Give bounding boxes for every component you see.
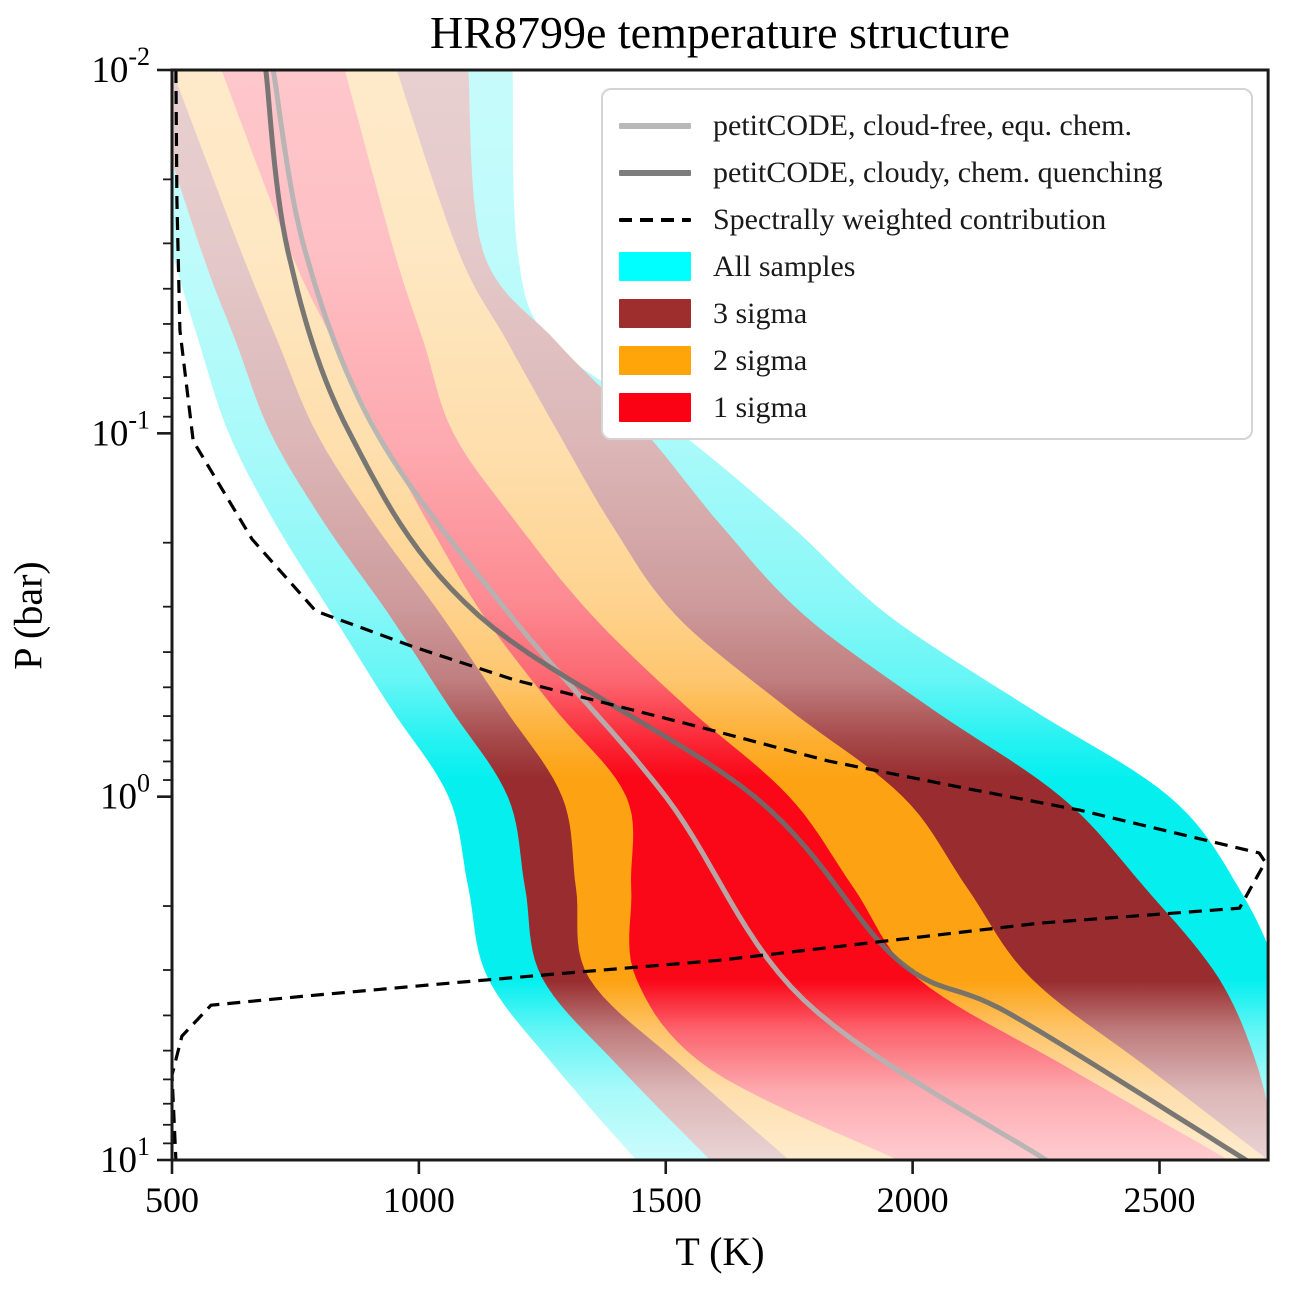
- chart-title: HR8799e temperature structure: [430, 7, 1010, 58]
- svg-text:500: 500: [145, 1180, 199, 1220]
- legend-swatch-3-sigma: [619, 299, 691, 328]
- legend-item-cloudfree: petitCODE, cloud-free, equ. chem.: [619, 102, 1251, 149]
- legend-item-all-samples: All samples: [619, 243, 1251, 290]
- svg-text:10-1: 10-1: [91, 405, 150, 454]
- svg-text:10-2: 10-2: [91, 42, 150, 91]
- legend: petitCODE, cloud-free, equ. chem. petitC…: [601, 88, 1253, 440]
- legend-item-cloudy: petitCODE, cloudy, chem. quenching: [619, 149, 1251, 196]
- legend-label: Spectrally weighted contribution: [713, 202, 1107, 236]
- svg-text:2500: 2500: [1124, 1180, 1196, 1220]
- legend-item-1-sigma: 1 sigma: [619, 384, 1251, 431]
- svg-text:100: 100: [100, 769, 150, 818]
- svg-text:1500: 1500: [630, 1180, 702, 1220]
- legend-label: 1 sigma: [713, 390, 808, 424]
- legend-label: 2 sigma: [713, 343, 808, 377]
- legend-item-2-sigma: 2 sigma: [619, 337, 1251, 384]
- legend-label: petitCODE, cloudy, chem. quenching: [713, 155, 1163, 189]
- legend-swatch-2-sigma: [619, 346, 691, 375]
- x-axis-label: T (K): [675, 1229, 765, 1274]
- legend-swatch-all-samples: [619, 252, 691, 281]
- svg-text:101: 101: [100, 1132, 150, 1181]
- legend-swatch-1-sigma: [619, 393, 691, 422]
- legend-swatch-dashed-line: [619, 217, 691, 222]
- svg-text:2000: 2000: [877, 1180, 949, 1220]
- legend-label: 3 sigma: [713, 296, 808, 330]
- y-axis-label: P (bar): [5, 561, 51, 670]
- legend-swatch-line-cloudy: [619, 169, 691, 176]
- legend-swatch-line-cloudfree: [619, 122, 691, 129]
- svg-text:1000: 1000: [383, 1180, 455, 1220]
- legend-label: petitCODE, cloud-free, equ. chem.: [713, 108, 1133, 142]
- legend-label: All samples: [713, 249, 856, 283]
- legend-item-contribution: Spectrally weighted contribution: [619, 196, 1251, 243]
- legend-item-3-sigma: 3 sigma: [619, 290, 1251, 337]
